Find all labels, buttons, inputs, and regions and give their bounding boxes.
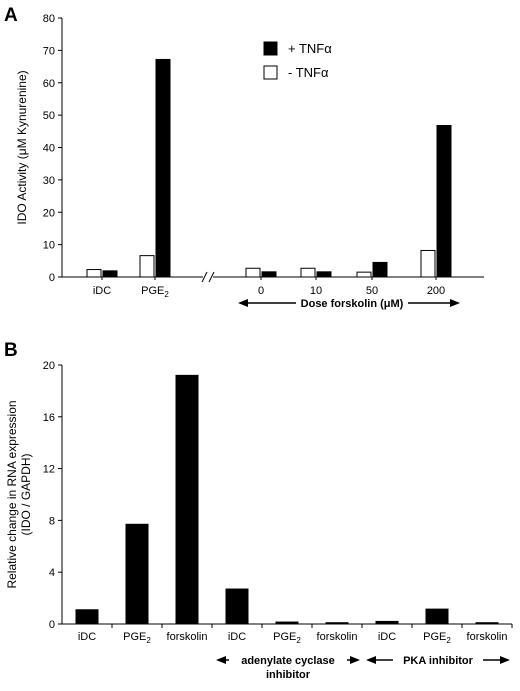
bar-minus-tnf (300, 267, 316, 278)
x-category-label: PGE2 (423, 631, 451, 645)
annotation-label-bg (393, 651, 483, 666)
bar-minus-tnf (139, 255, 155, 278)
y-tick-label: 16 (43, 412, 55, 424)
legend-swatch-minus-tnf (263, 65, 278, 80)
bar-rna-expression (275, 621, 299, 625)
y-axis-label: IDO Activity (μM Kynurenine) (15, 70, 29, 224)
y-tick-label: 30 (43, 175, 55, 187)
arrow-head-right (500, 656, 510, 664)
y-tick-label: 8 (49, 515, 55, 527)
axis-break-gap (203, 273, 213, 281)
bar-plus-tnf (436, 124, 452, 278)
y-tick-label: 0 (49, 619, 55, 631)
bar-rna-expression (75, 609, 99, 625)
arrow-head-right (350, 656, 360, 664)
bar-rna-expression (175, 374, 199, 625)
x-category-label: 0 (258, 285, 264, 297)
x-category-label: iDC (93, 285, 111, 297)
x-category-label: forskolin (467, 631, 508, 643)
bar-plus-tnf (372, 261, 388, 278)
legend-label-plus-tnf: + TNFα (288, 41, 332, 56)
bar-minus-tnf (356, 271, 372, 278)
pka-inhibitor-label: PKA inhibitor (403, 655, 474, 667)
x-category-label: forskolin (317, 631, 358, 643)
y-tick-label: 4 (49, 567, 55, 579)
panel-label-b: B (4, 340, 18, 361)
y-tick-label: 0 (49, 272, 55, 284)
bar-rna-expression (475, 622, 499, 625)
y-tick-label: 60 (43, 78, 55, 90)
x-category-label: PGE2 (123, 631, 151, 645)
bar-plus-tnf (102, 270, 118, 278)
axis-break-mark (208, 271, 215, 283)
y-tick-label: 20 (43, 360, 55, 372)
y-tick-label: 20 (43, 207, 55, 219)
dose-label-bg (296, 295, 408, 311)
panel-b: B 0 4 8 12 16 20 Relative change in RNA express… (4, 340, 513, 681)
y-axis-label: Relative change in RNA expression(IDO / … (5, 400, 33, 588)
dose-label: Dose forskolin (μM) (301, 298, 404, 310)
bar-rna-expression (225, 588, 249, 625)
bar-plus-tnf (155, 58, 171, 278)
x-category-label: 50 (366, 285, 378, 297)
x-category-label: 10 (310, 285, 322, 297)
bar-rna-expression (325, 622, 349, 625)
bar-minus-tnf (420, 249, 436, 278)
arrow-head-right (450, 299, 460, 307)
x-category-label: forskolin (167, 631, 208, 643)
x-category-label: iDC (228, 631, 246, 643)
bar-rna-expression (125, 523, 149, 625)
x-category-label: PGE2 (273, 631, 301, 645)
y-tick-label: 50 (43, 110, 55, 122)
bar-rna-expression (425, 608, 449, 625)
adenylate-cyclase-inhibitor-label: adenylate cyclase (241, 655, 335, 667)
bar-rna-expression (375, 620, 399, 625)
legend-label-minus-tnf: - TNFα (288, 65, 329, 80)
annotation-label-bg (229, 651, 347, 666)
adenylate-cyclase-inhibitor-label: inhibitor (266, 669, 311, 681)
arrow-head-left (366, 656, 376, 664)
x-category-label: PGE2 (141, 285, 169, 299)
y-tick-label: 40 (43, 143, 55, 155)
y-tick-label: 12 (43, 464, 55, 476)
y-tick-label: 70 (43, 45, 55, 57)
arrow-head-left (238, 299, 248, 307)
legend: + TNFα - TNFα (263, 41, 332, 80)
panel-a: A 0 10 20 30 40 50 60 70 80 IDO Activity (μM Kynur… (4, 5, 484, 311)
arrow-head-left (216, 656, 226, 664)
bar-minus-tnf (86, 269, 102, 278)
y-tick-label: 10 (43, 240, 55, 252)
x-category-label: iDC (78, 631, 96, 643)
x-category-label: 200 (427, 285, 445, 297)
bar-minus-tnf (245, 267, 261, 278)
bar-plus-tnf (316, 271, 332, 278)
x-category-label: iDC (378, 631, 396, 643)
y-tick-label: 80 (43, 13, 55, 25)
axis-break-mark (201, 271, 208, 283)
legend-swatch-plus-tnf (263, 41, 278, 56)
bar-plus-tnf (261, 271, 277, 278)
panel-label-a: A (4, 5, 18, 26)
